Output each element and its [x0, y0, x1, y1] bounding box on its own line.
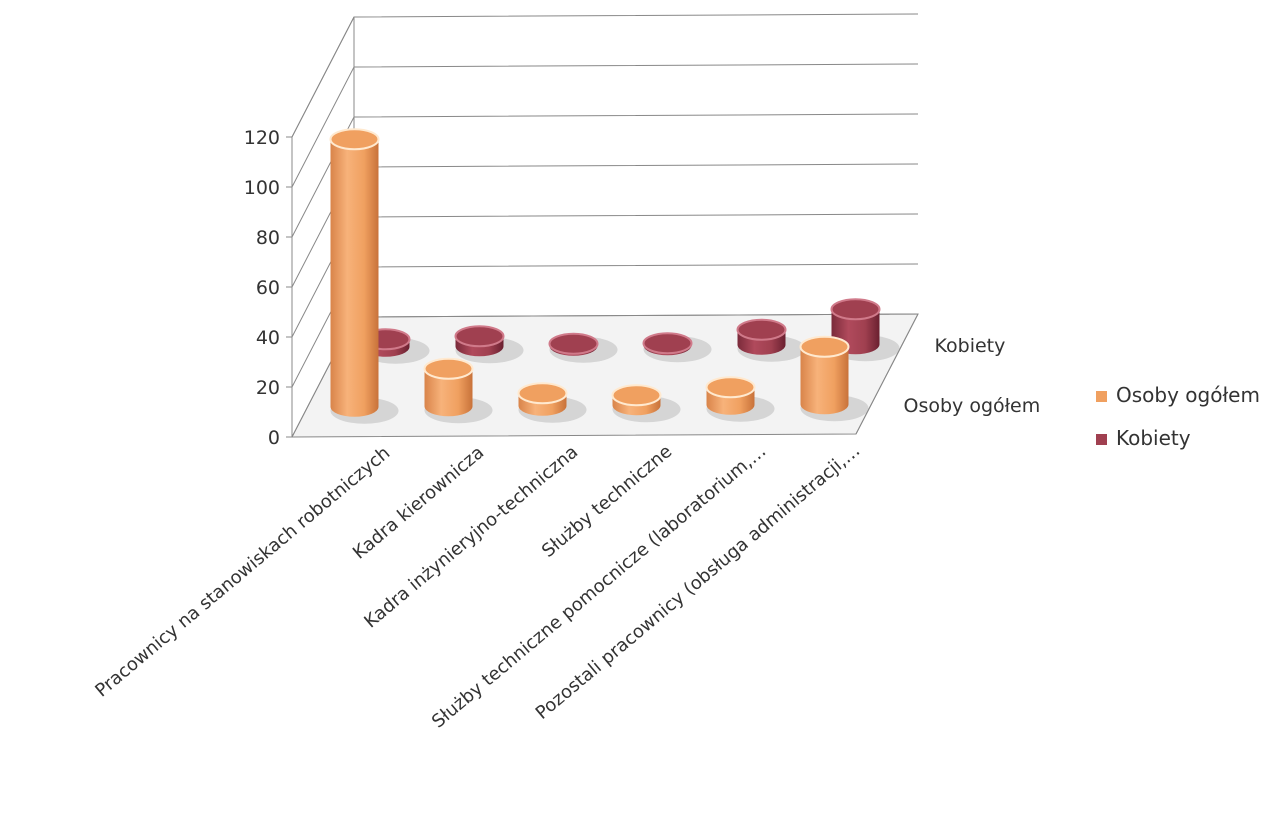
- depth-label: Osoby ogółem: [904, 395, 1041, 417]
- bar: [423, 357, 474, 417]
- bar: [799, 335, 850, 415]
- bar: [705, 376, 756, 415]
- category-label: Służby techniczne pomocnicze (laboratori…: [428, 440, 770, 732]
- bar: [642, 332, 693, 356]
- category-label: Pozostali pracownicy (obsługa administra…: [532, 440, 865, 724]
- legend-label: Kobiety: [1116, 426, 1191, 450]
- bar: [611, 384, 662, 416]
- bar-top: [611, 384, 662, 407]
- bar: [548, 332, 599, 356]
- bar-body: [330, 139, 379, 417]
- grid-line: [291, 113, 919, 238]
- legend: Osoby ogółem Kobiety: [1096, 383, 1260, 450]
- bar: [736, 318, 787, 355]
- bar-top: [799, 335, 850, 358]
- bar-top: [454, 325, 505, 348]
- bar: [517, 382, 568, 416]
- grid-line: [291, 63, 919, 188]
- bar-body: [800, 346, 849, 415]
- bar-top: [423, 357, 474, 380]
- bar-top: [736, 318, 787, 341]
- bar-top: [329, 128, 380, 151]
- y-tick-label: 60: [256, 277, 280, 299]
- bar: [329, 128, 380, 417]
- grid-line: [291, 13, 919, 138]
- legend-label: Osoby ogółem: [1116, 383, 1260, 407]
- bar: [454, 325, 505, 357]
- y-tick-label: 0: [268, 427, 280, 449]
- y-tick-label: 100: [244, 177, 280, 199]
- y-tick-label: 40: [256, 327, 280, 349]
- y-axis-ticks: 0 20 40 60 80 100 120: [244, 127, 292, 449]
- y-tick-label: 120: [244, 127, 280, 149]
- legend-swatch: [1096, 391, 1107, 402]
- y-tick-label: 80: [256, 227, 280, 249]
- depth-axis-line: [855, 313, 919, 435]
- bar-body: [424, 368, 473, 417]
- bar-top: [517, 382, 568, 405]
- depth-label: Kobiety: [935, 335, 1006, 357]
- y-tick-label: 20: [256, 377, 280, 399]
- grid-line: [291, 163, 919, 288]
- depth-axis-labels: Osoby ogółem Kobiety: [855, 313, 1041, 435]
- legend-swatch: [1096, 434, 1107, 445]
- bar-top: [642, 332, 693, 355]
- bars: [329, 128, 881, 417]
- category-label: Pracownicy na stanowiskach robotniczych: [91, 442, 394, 701]
- bar-top: [705, 376, 756, 399]
- bar: [830, 298, 881, 355]
- bar-top: [830, 298, 881, 321]
- back-wall-base: [353, 313, 919, 318]
- category-labels: Pracownicy na stanowiskach robotniczychK…: [91, 440, 864, 732]
- bar-top: [548, 332, 599, 355]
